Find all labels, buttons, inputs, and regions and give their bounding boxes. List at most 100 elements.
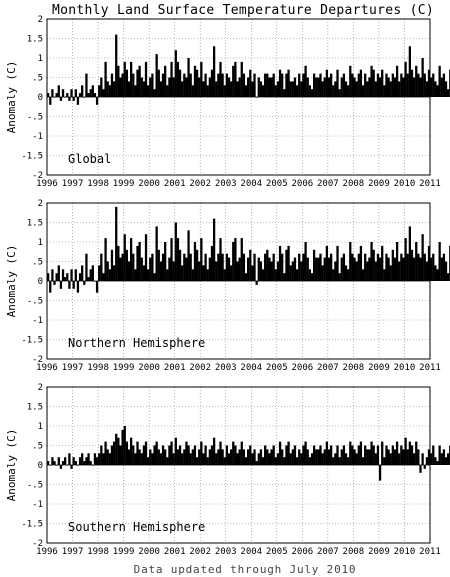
anomaly-bar — [347, 269, 350, 281]
anomaly-bar — [349, 441, 352, 465]
anomaly-bar — [402, 77, 405, 97]
anomaly-bar — [174, 50, 177, 97]
anomaly-bar — [181, 453, 184, 465]
x-tick-label: 2003 — [215, 179, 237, 189]
anomaly-bar — [340, 449, 343, 465]
anomaly-bar — [281, 449, 284, 465]
anomaly-bar — [57, 457, 60, 465]
anomaly-bar — [106, 449, 109, 465]
anomaly-bar — [153, 445, 156, 465]
anomaly-bar — [193, 65, 197, 97]
anomaly-bar — [253, 449, 256, 465]
anomaly-bar — [100, 77, 103, 97]
anomaly-bar — [344, 453, 348, 465]
anomaly-bar — [89, 269, 92, 281]
anomaly-bar — [278, 69, 282, 97]
anomaly-bar — [408, 226, 411, 281]
anomaly-bar — [261, 457, 265, 465]
anomaly-bar — [76, 97, 80, 105]
anomaly-bar — [76, 465, 80, 466]
anomaly-bar — [381, 245, 384, 281]
anomaly-bar — [70, 465, 73, 469]
x-tick-label: 2010 — [394, 363, 416, 373]
anomaly-bar — [115, 206, 118, 281]
anomaly-bar — [123, 234, 126, 281]
anomaly-bar — [172, 453, 175, 465]
anomaly-bar — [249, 249, 252, 281]
x-tick-label: 2003 — [215, 363, 237, 373]
anomaly-bar — [151, 253, 154, 281]
anomaly-bar — [217, 73, 220, 97]
y-tick-label: 1 — [38, 54, 43, 64]
anomaly-bar — [370, 441, 373, 465]
anomaly-bar — [434, 81, 437, 97]
x-tick-label: 1998 — [87, 179, 109, 189]
x-tick-label: 1997 — [62, 363, 84, 373]
anomaly-bar — [393, 257, 397, 281]
anomaly-bar — [206, 457, 209, 465]
anomaly-bar — [308, 269, 311, 281]
anomaly-bar — [68, 453, 71, 465]
anomaly-bar — [306, 257, 309, 281]
anomaly-bar — [364, 73, 367, 97]
anomaly-bar — [272, 253, 275, 281]
anomaly-bar — [444, 261, 448, 281]
anomaly-bar — [140, 77, 143, 97]
anomaly-bar — [112, 81, 116, 97]
anomaly-bar — [240, 61, 243, 97]
anomaly-bar — [208, 257, 211, 281]
anomaly-bar — [183, 253, 186, 281]
anomaly-bar — [298, 73, 301, 97]
anomaly-bar — [387, 257, 390, 281]
anomaly-bar — [159, 453, 163, 465]
panel-label: Northern Hemisphere — [68, 336, 205, 350]
anomaly-bar — [308, 457, 311, 465]
anomaly-bar — [398, 453, 401, 465]
anomaly-bar — [195, 249, 199, 281]
anomaly-bar — [217, 449, 220, 465]
anomaly-bar — [136, 441, 139, 465]
anomaly-bar — [276, 261, 280, 281]
anomaly-bar — [229, 449, 233, 465]
anomaly-bar — [232, 242, 235, 281]
anomaly-bar — [78, 457, 82, 465]
anomaly-bar — [134, 85, 137, 97]
anomaly-bar — [81, 453, 84, 465]
anomaly-bar — [298, 449, 301, 465]
anomaly-bar — [276, 453, 280, 465]
anomaly-bar — [189, 253, 192, 281]
anomaly-bar — [249, 69, 252, 97]
anomaly-bar — [51, 89, 54, 97]
anomaly-bar — [208, 449, 211, 465]
anomaly-bar — [47, 461, 50, 465]
y-tick-label: -1.5 — [21, 520, 43, 530]
anomaly-bar — [172, 77, 175, 97]
anomaly-bar — [123, 61, 126, 97]
anomaly-bar — [259, 449, 263, 465]
anomaly-bar — [59, 97, 63, 101]
anomaly-bar — [202, 453, 205, 465]
anomaly-bar — [332, 269, 335, 281]
anomaly-bar — [57, 265, 60, 281]
anomaly-bar — [338, 457, 341, 465]
anomaly-bar — [340, 77, 343, 97]
anomaly-bar — [49, 465, 52, 466]
anomaly-bar — [78, 273, 82, 281]
anomaly-bar — [259, 81, 263, 97]
anomaly-bar — [374, 261, 377, 281]
anomaly-bar — [406, 449, 409, 465]
y-tick-label: 1.5 — [27, 35, 43, 45]
anomaly-bar — [378, 465, 382, 481]
anomaly-bar — [412, 77, 416, 97]
anomaly-bar — [117, 245, 120, 281]
x-tick-label: 2008 — [343, 363, 365, 373]
anomaly-bar — [244, 273, 248, 281]
anomaly-bar — [312, 445, 316, 465]
anomaly-bar — [225, 445, 229, 465]
anomaly-bar — [249, 445, 252, 465]
anomaly-bar — [368, 77, 371, 97]
anomaly-bar — [300, 261, 303, 281]
anomaly-bar — [91, 465, 94, 466]
anomaly-bar — [142, 265, 146, 281]
y-tick-label: -.5 — [27, 481, 43, 491]
